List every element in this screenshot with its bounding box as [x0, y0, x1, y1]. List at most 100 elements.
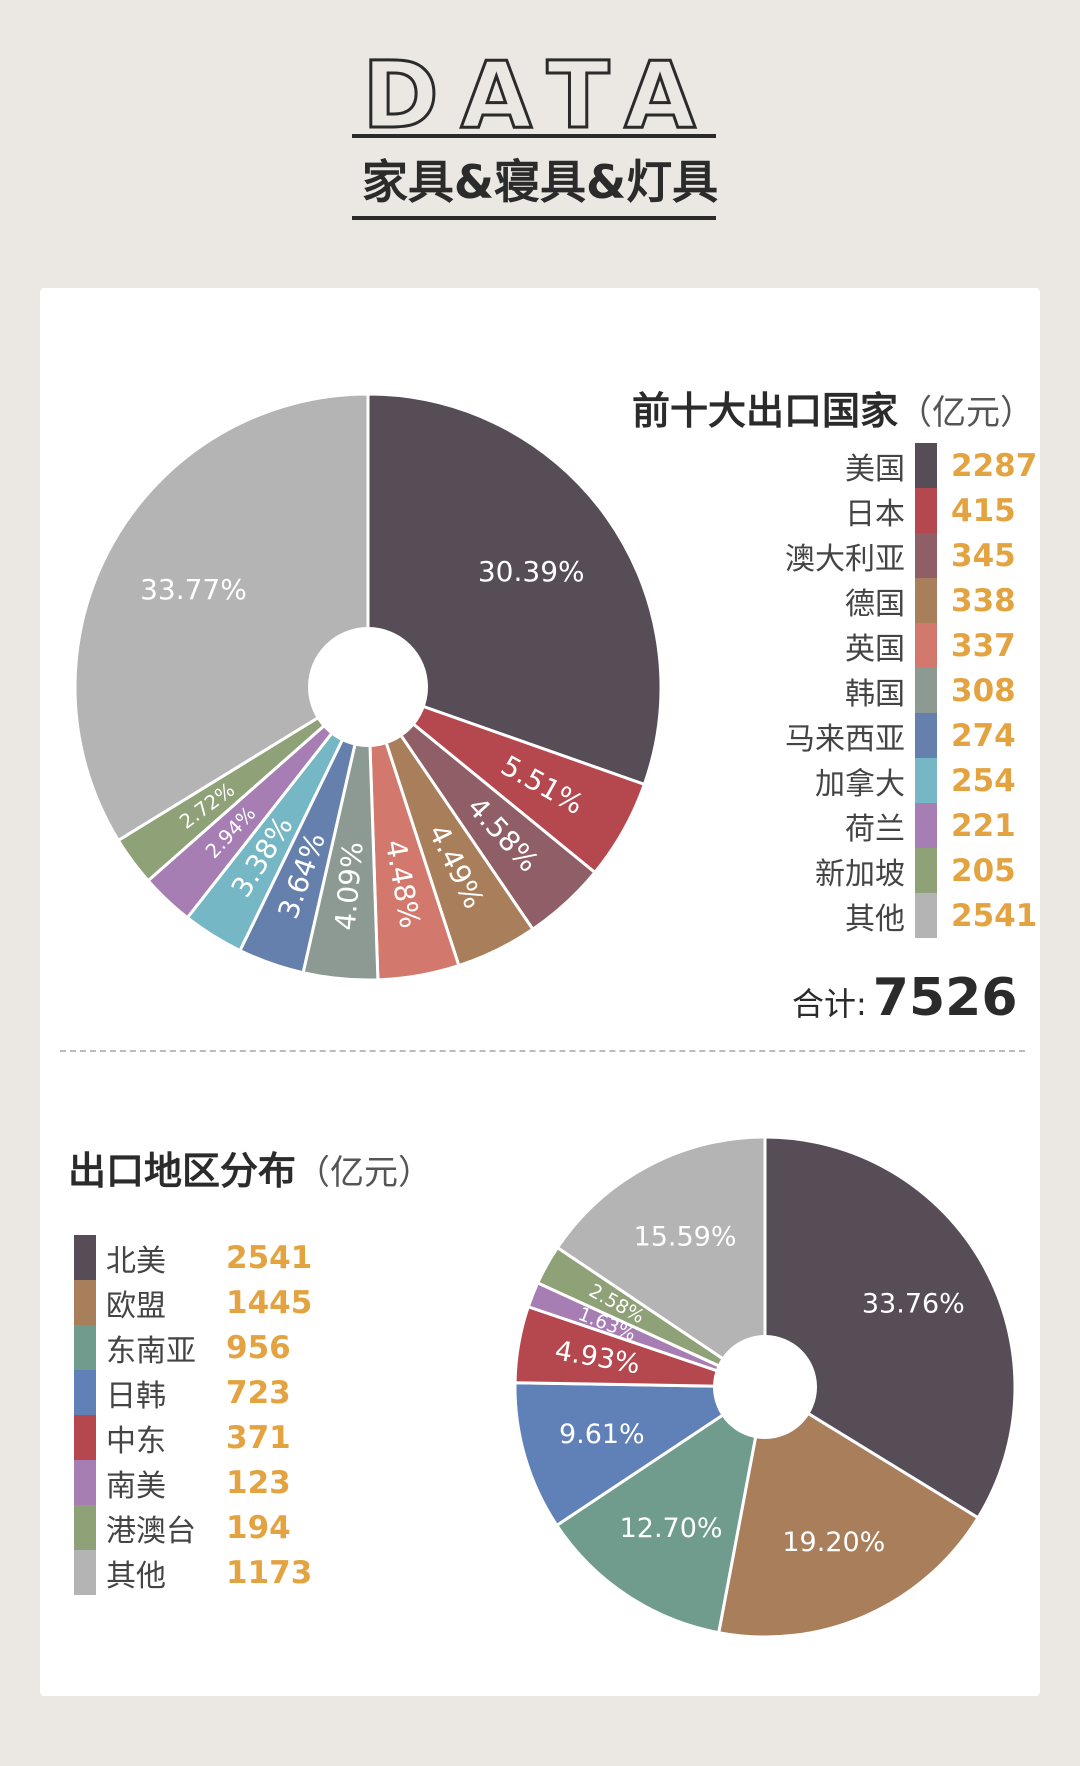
legend-swatch — [74, 1550, 96, 1595]
legend-row: 其他 2541 — [720, 893, 1037, 938]
donut-hole-1 — [308, 627, 428, 747]
top-section-title: 前十大出口国家（亿元） — [632, 380, 1034, 435]
legend-value: 274 — [951, 717, 1016, 754]
legend-swatch — [915, 443, 937, 488]
legend-row: 港澳台 194 — [74, 1505, 312, 1550]
page-title: 家具&寝具&灯具 — [361, 155, 719, 209]
legend-label: 东南亚 — [106, 1333, 196, 1369]
legend-value: 254 — [951, 762, 1016, 799]
legend-row: 新加坡 205 — [720, 848, 1037, 893]
legend-value: 123 — [226, 1464, 291, 1501]
legend-label: 澳大利亚 — [785, 541, 905, 577]
region-legend: 北美 2541 欧盟 1445 东南亚 956 日韩 723 中东 371 南美 123 港澳台 194 其… — [74, 1235, 312, 1595]
section-divider — [60, 1050, 1025, 1052]
pie-label-2-2: 19.20% — [782, 1527, 885, 1558]
legend-swatch — [74, 1280, 96, 1325]
legend-value: 1173 — [226, 1554, 313, 1591]
legend-row: 韩国 308 — [720, 668, 1037, 713]
legend-label: 韩国 — [845, 676, 905, 712]
legend-swatch — [915, 848, 937, 893]
legend-swatch — [915, 533, 937, 578]
legend-label: 马来西亚 — [785, 721, 905, 757]
total-value: 7526 — [872, 968, 1018, 1028]
pie-chart-1: 30.39%5.51%4.58%4.49%4.48%4.09%3.64%3.38… — [73, 392, 663, 982]
legend-swatch — [74, 1460, 96, 1505]
header: DATA 家具&寝具&灯具 — [0, 0, 1080, 280]
legend-row: 加拿大 254 — [720, 758, 1037, 803]
legend-label: 其他 — [845, 901, 905, 937]
legend-row: 日韩 723 — [74, 1370, 312, 1415]
legend-label: 荷兰 — [845, 811, 905, 847]
legend-row: 东南亚 956 — [74, 1325, 312, 1370]
legend-swatch — [915, 488, 937, 533]
legend-value: 956 — [226, 1329, 291, 1366]
pie-slice-1-1 — [366, 392, 663, 787]
legend-swatch — [915, 803, 937, 848]
legend-swatch — [74, 1415, 96, 1460]
legend-row: 北美 2541 — [74, 1235, 312, 1280]
pie-slice-2-4 — [513, 1381, 770, 1528]
legend-label: 新加坡 — [815, 856, 905, 892]
pie-label-2-8: 15.59% — [634, 1221, 737, 1252]
legend-value: 345 — [951, 537, 1016, 574]
legend-value: 221 — [951, 807, 1016, 844]
legend-label: 加拿大 — [815, 766, 905, 802]
legend-swatch — [915, 578, 937, 623]
legend-value: 415 — [951, 492, 1016, 529]
legend-label: 北美 — [106, 1243, 166, 1279]
legend-value: 337 — [951, 627, 1016, 664]
legend-swatch — [74, 1325, 96, 1370]
pie-slice-2-2 — [716, 1384, 981, 1639]
total: 合计: 7526 — [792, 968, 1018, 1028]
legend-label: 美国 — [845, 451, 905, 487]
total-label: 合计: — [792, 985, 867, 1023]
pie-chart-2: 33.76%19.20%12.70%9.61%4.93%1.63%2.58%15… — [513, 1135, 1017, 1639]
bottom-section-title-text: 出口地区分布 — [68, 1149, 297, 1193]
legend-row: 荷兰 221 — [720, 803, 1037, 848]
pie-slice-1-11 — [73, 392, 370, 843]
title-rule-bottom — [352, 216, 716, 220]
legend-value: 205 — [951, 852, 1016, 889]
legend-swatch — [915, 893, 937, 938]
legend-swatch — [915, 623, 937, 668]
donut-hole-2 — [713, 1335, 817, 1439]
pie-label-1-1: 30.39% — [478, 555, 585, 588]
legend-label: 中东 — [106, 1423, 166, 1459]
pie-label-2-3: 12.70% — [620, 1513, 723, 1544]
data-wordmark: DATA — [361, 41, 718, 151]
legend-swatch — [915, 758, 937, 803]
legend-row: 日本 415 — [720, 488, 1037, 533]
legend-row: 德国 338 — [720, 578, 1037, 623]
legend-row: 英国 337 — [720, 623, 1037, 668]
pie-label-2-4: 9.61% — [559, 1419, 645, 1450]
legend-label: 德国 — [845, 586, 905, 622]
legend-value: 2287 — [951, 447, 1038, 484]
legend-row: 澳大利亚 345 — [720, 533, 1037, 578]
legend-label: 日韩 — [106, 1378, 166, 1414]
pie-label-1-11: 33.77% — [140, 573, 247, 606]
legend-value: 194 — [226, 1509, 291, 1546]
bottom-section-title: 出口地区分布（亿元） — [68, 1140, 432, 1195]
top-section-unit: （亿元） — [898, 393, 1035, 433]
legend-value: 2541 — [226, 1239, 313, 1276]
legend-swatch — [915, 668, 937, 713]
legend-row: 美国 2287 — [720, 443, 1037, 488]
legend-value: 723 — [226, 1374, 291, 1411]
legend-value: 1445 — [226, 1284, 313, 1321]
legend-label: 欧盟 — [106, 1288, 166, 1324]
pie-slice-2-3 — [554, 1383, 768, 1635]
title-rule-top — [352, 134, 716, 138]
top-section-title-text: 前十大出口国家 — [632, 389, 899, 433]
legend-value: 308 — [951, 672, 1016, 709]
legend-row: 南美 123 — [74, 1460, 312, 1505]
pie-slice-2-1 — [763, 1135, 1017, 1520]
legend-label: 南美 — [106, 1468, 166, 1504]
legend-value: 371 — [226, 1419, 291, 1456]
legend-row: 欧盟 1445 — [74, 1280, 312, 1325]
country-legend: 美国 2287 日本 415 澳大利亚 345 德国 338 英国 337 韩国 308 马来西亚 274… — [720, 443, 1037, 938]
bottom-section-unit: （亿元） — [296, 1153, 433, 1193]
legend-value: 2541 — [951, 897, 1038, 934]
legend-row: 马来西亚 274 — [720, 713, 1037, 758]
legend-swatch — [74, 1370, 96, 1415]
